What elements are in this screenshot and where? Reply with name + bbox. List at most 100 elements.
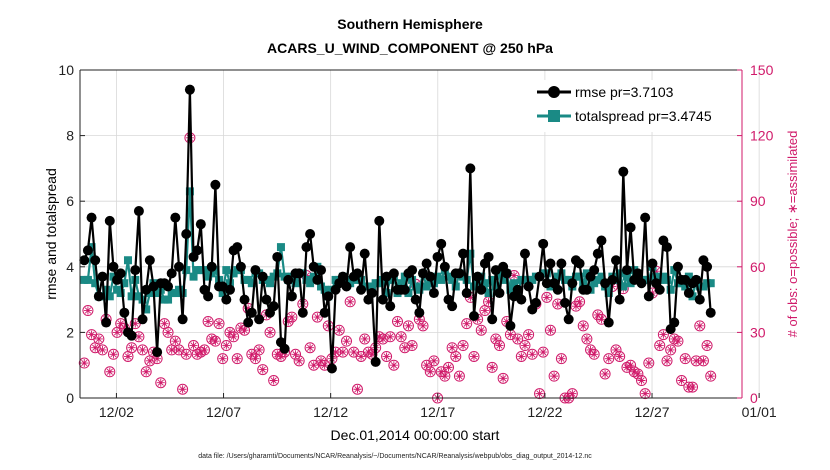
rmse-point (516, 294, 527, 305)
totalspread-point (102, 285, 111, 294)
obs-possible-point (701, 340, 713, 352)
rmse-point (166, 268, 177, 279)
obs-possible-point (213, 318, 225, 330)
ticks: 12/02 12/07 12/12 12/17 12/22 12/27 01/0102468… (58, 62, 776, 420)
totalspread-point (510, 279, 519, 288)
rmse-point (301, 242, 312, 253)
obs-assimilated-point (138, 345, 147, 354)
obs-assimilated-point (437, 367, 446, 376)
obs-assimilated-point (335, 326, 344, 335)
rmse-point (359, 248, 370, 259)
y2-tick-label: 150 (750, 62, 774, 78)
obs-possible-point (384, 331, 396, 343)
rmse-point (472, 271, 483, 282)
axes (79, 69, 743, 399)
totalspread-point (397, 279, 406, 288)
totalspread-point (437, 275, 446, 284)
obs-assimilated-point (568, 389, 577, 398)
obs-assimilated-point (306, 343, 315, 352)
obs-assimilated-point (349, 348, 358, 357)
rmse-point (170, 212, 181, 223)
obs-assimilated-point (404, 321, 413, 330)
obs-possible-point (457, 340, 469, 352)
obs-assimilated-point (695, 321, 704, 330)
rmse-point (454, 268, 465, 279)
totalspread-point (451, 282, 460, 291)
rmse-point (621, 265, 632, 276)
obs-possible-point (632, 368, 644, 380)
rmse-point (352, 268, 363, 279)
obs-assimilated-point (222, 341, 231, 350)
legend-rmse-label: rmse pr=3.7103 (575, 84, 674, 100)
y2-tick-label: 0 (750, 390, 758, 406)
obs-assimilated-point (229, 332, 238, 341)
obs-assimilated-point (593, 310, 602, 319)
obs-assimilated-point (247, 350, 256, 359)
obs-assimilated-point (113, 328, 122, 337)
obs-assimilated-point (324, 321, 333, 330)
obs-assimilated-point (637, 376, 646, 385)
obs-possible-point (96, 344, 108, 356)
obs-assimilated-point (659, 330, 668, 339)
obs-possible-point (577, 320, 589, 332)
rmse-point (268, 301, 279, 312)
rmse-point (530, 297, 541, 308)
obs-possible-point (428, 355, 440, 367)
rmse-point (439, 261, 450, 272)
obs-assimilated-point (400, 343, 409, 352)
x-tick-label: 12/27 (634, 404, 669, 420)
totalspread-point (604, 289, 613, 298)
obs-assimilated-point (418, 321, 427, 330)
rmse-point (556, 258, 567, 269)
rmse-point (294, 268, 305, 279)
obs-possible-point (672, 335, 684, 347)
y2-tick-label: 60 (750, 259, 766, 275)
obs-possible-point (614, 350, 626, 362)
obs-possible-point (588, 348, 600, 360)
obs-assimilated-point (703, 341, 712, 350)
obs-assimilated-point (622, 363, 631, 372)
obs-possible-point (351, 383, 363, 395)
totalspread-point (123, 256, 132, 265)
obs-possible-point (344, 296, 356, 308)
obs-possible-point (228, 331, 240, 343)
rmse-point (261, 294, 272, 305)
obs-assimilated-point (258, 365, 267, 374)
y2-tick-label: 90 (750, 193, 766, 209)
obs-assimilated-point (699, 356, 708, 365)
rmse-point (279, 343, 290, 354)
obs-assimilated-point (641, 389, 650, 398)
obs-possible-point (177, 383, 189, 395)
rmse-point (137, 314, 148, 325)
rmse-point (203, 291, 214, 302)
obs-possible-point (155, 377, 167, 389)
rmse-point (195, 219, 206, 230)
obs-possible-point (381, 350, 393, 362)
totalspread-point (182, 266, 191, 275)
obs-possible-point (676, 375, 688, 387)
rmse-point (607, 274, 618, 285)
obs-possible-point (198, 344, 210, 356)
obs-assimilated-point (688, 383, 697, 392)
rmse-point (126, 330, 137, 341)
rmse-point (494, 288, 505, 299)
obs-assimilated-point (615, 352, 624, 361)
y-tick-label: 4 (66, 259, 74, 275)
obs-possible-point (461, 318, 473, 330)
rmse-point (235, 261, 246, 272)
obs-possible-point (78, 357, 90, 369)
rmse-point (319, 307, 330, 318)
obs-assimilated-point (670, 334, 679, 343)
obs-possible-point (610, 344, 622, 356)
obs-possible-point (392, 315, 404, 327)
obs-assimilated-point (357, 352, 366, 361)
obs-assimilated-point (171, 337, 180, 346)
totalspread-point (663, 275, 672, 284)
x-tick-label: 01/01 (742, 404, 777, 420)
obs-assimilated-point (513, 334, 522, 343)
obs-assimilated-point (346, 297, 355, 306)
rmse-point (560, 297, 571, 308)
obs-possible-point (341, 335, 353, 347)
obs-assimilated-point (469, 352, 478, 361)
obs-assimilated-point (440, 372, 449, 381)
